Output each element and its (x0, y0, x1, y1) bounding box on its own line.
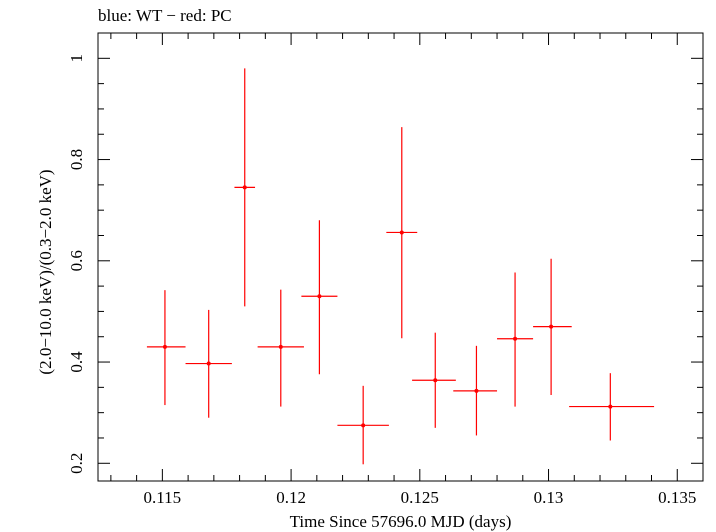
y-tick-label: 0.2 (67, 453, 86, 474)
x-tick-label: 0.115 (144, 488, 182, 507)
data-marker (278, 344, 283, 349)
data-marker (361, 423, 366, 428)
data-point (453, 345, 498, 436)
data-point (146, 290, 186, 406)
chart-title: blue: WT − red: PC (98, 6, 232, 25)
data-marker (608, 404, 613, 409)
data-point (386, 127, 418, 339)
x-tick-label: 0.13 (534, 488, 564, 507)
data-point (301, 220, 338, 375)
data-marker (317, 294, 322, 299)
data-point (569, 373, 655, 441)
data-marker (433, 378, 438, 383)
x-tick-label: 0.125 (401, 488, 439, 507)
data-marker (206, 361, 211, 366)
data-marker (399, 230, 404, 235)
data-marker (162, 344, 167, 349)
data-marker (474, 388, 479, 393)
x-tick-label: 0.135 (658, 488, 696, 507)
data-point (533, 258, 572, 395)
data-series-pc (146, 68, 655, 465)
data-marker (549, 324, 554, 329)
data-marker (242, 185, 247, 190)
y-axis: 0.2 0.4 0.6 0.8 1 (67, 32, 703, 474)
x-tick-label: 0.12 (276, 488, 306, 507)
y-axis-label: (2.0−10.0 keV)/(0.3−2.0 keV) (36, 169, 55, 374)
data-point (257, 289, 304, 407)
data-point (412, 332, 456, 428)
x-axis: 0.115 0.12 0.125 0.13 0.135 (110, 33, 704, 507)
data-point (497, 272, 534, 407)
data-point (185, 309, 232, 418)
x-axis-label: Time Since 57696.0 MJD (days) (290, 512, 512, 531)
data-point (234, 68, 256, 307)
y-tick-label: 0.4 (67, 351, 86, 373)
y-tick-label: 0.6 (67, 250, 86, 271)
plot-frame (97, 32, 704, 482)
data-marker (513, 336, 518, 341)
y-tick-label: 1 (67, 54, 86, 63)
data-point (337, 385, 389, 465)
y-tick-label: 0.8 (67, 149, 86, 170)
